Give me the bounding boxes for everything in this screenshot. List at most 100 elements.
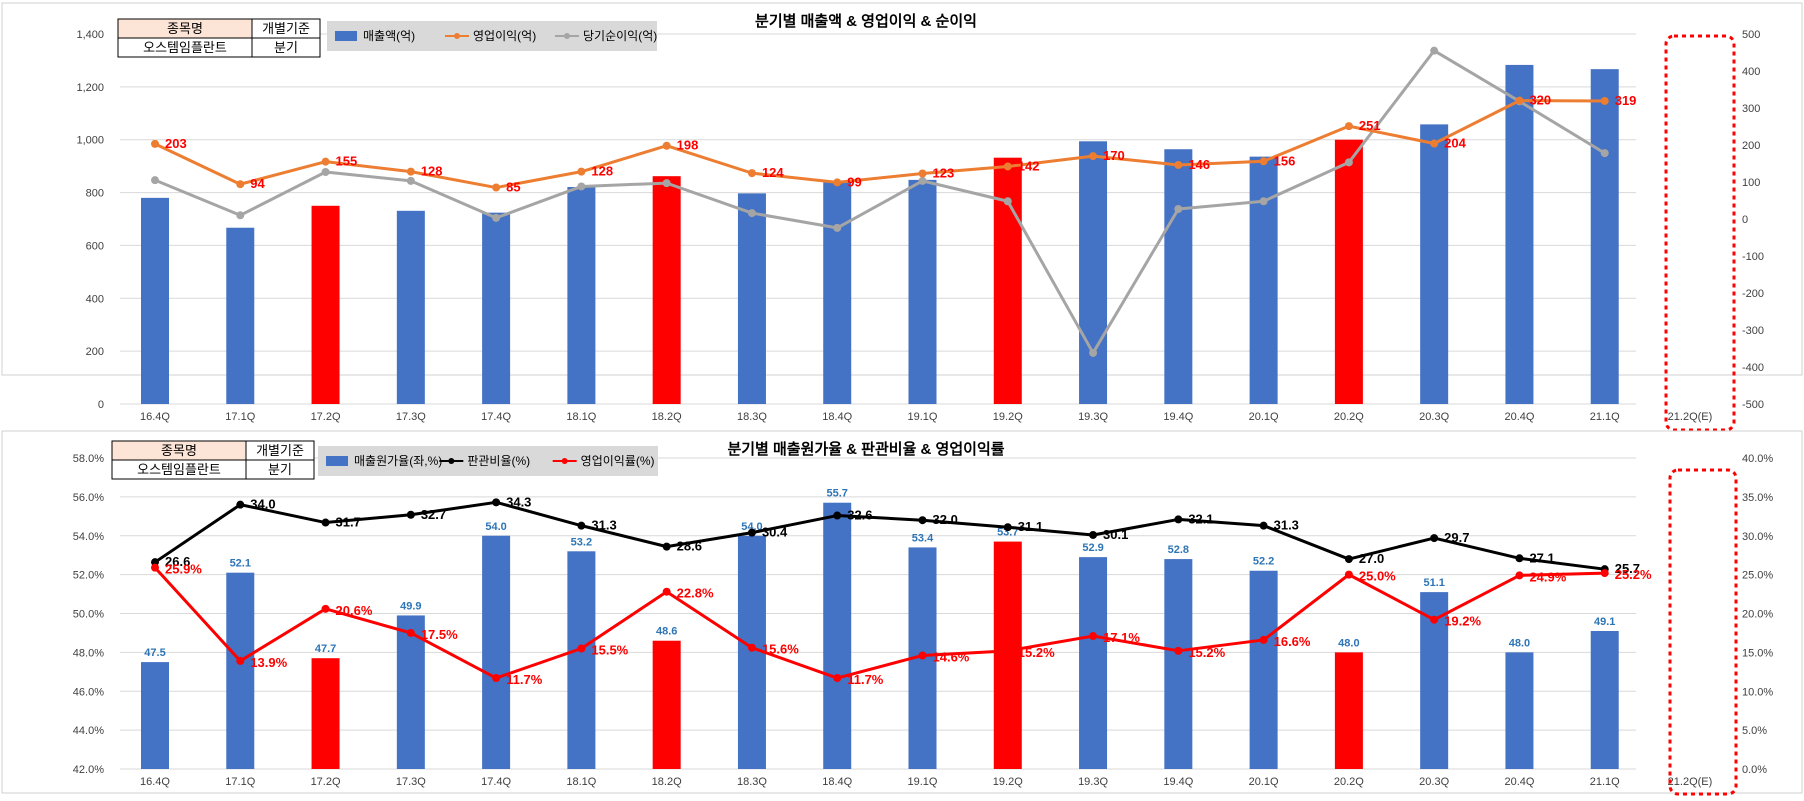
- category-label: 20.4Q: [1504, 411, 1534, 423]
- category-label: 19.1Q: [908, 411, 938, 423]
- line-data-label: 16.6%: [1274, 634, 1311, 649]
- right-tick-label: 100: [1742, 177, 1760, 189]
- left-tick-label: 400: [86, 293, 104, 305]
- line-data-label: 170: [1103, 148, 1125, 163]
- line-data-label: 30.4: [762, 525, 788, 540]
- category-label: 18.4Q: [822, 411, 852, 423]
- bar: [652, 640, 681, 769]
- legend-box: [327, 21, 657, 51]
- line-point: [1430, 46, 1439, 55]
- legend-bar-swatch: [326, 456, 348, 466]
- left-tick-label: 800: [86, 188, 104, 200]
- bar: [1334, 139, 1363, 404]
- line-point: [492, 213, 501, 222]
- category-label: 20.3Q: [1419, 776, 1449, 788]
- line-point: [662, 141, 671, 150]
- line-data-label: 156: [1274, 153, 1296, 168]
- line-data-label: 27.0: [1359, 551, 1384, 566]
- info-label-stock: 종목명: [167, 21, 203, 36]
- line-point: [1174, 515, 1183, 524]
- legend-line-marker: [448, 458, 455, 464]
- legend-label: 영업이익(억): [473, 29, 536, 43]
- line-point: [1430, 615, 1439, 624]
- line-point: [492, 674, 501, 683]
- chart-frame: [1, 2, 1803, 376]
- line-point: [1515, 96, 1524, 105]
- line-point: [747, 169, 756, 178]
- category-label: 19.2Q: [993, 411, 1023, 423]
- series-line: [154, 500, 1605, 571]
- line-data-label: 17.5%: [421, 627, 458, 642]
- legend-line-marker: [564, 33, 570, 39]
- series-line: [154, 49, 1606, 355]
- line-data-label: 319: [1615, 93, 1637, 108]
- bar: [823, 502, 852, 769]
- info-label-basis: 개별기준: [256, 443, 304, 458]
- line-point: [577, 521, 586, 530]
- line-data-label: 320: [1529, 93, 1551, 108]
- category-label: 18.1Q: [566, 411, 596, 423]
- left-tick-label: 1,200: [76, 82, 104, 94]
- line-point: [321, 604, 330, 613]
- legend-box: [318, 446, 658, 476]
- right-tick-label: 15.0%: [1742, 647, 1773, 659]
- bar: [141, 197, 169, 404]
- line-data-label: 204: [1444, 136, 1466, 151]
- line-point: [577, 182, 586, 191]
- line-point: [577, 167, 586, 176]
- right-tick-label: 25.0%: [1742, 570, 1773, 582]
- line-point: [577, 644, 586, 653]
- line-data-label: 155: [336, 154, 358, 169]
- left-tick-label: 52.0%: [73, 570, 104, 582]
- category-label: 16.4Q: [140, 411, 170, 423]
- line-point: [236, 211, 245, 220]
- line-data-label: 198: [677, 138, 699, 153]
- line-point: [151, 139, 159, 148]
- category-label: 19.2Q: [993, 776, 1023, 788]
- bar: [567, 551, 596, 769]
- category-label: 17.1Q: [225, 411, 255, 423]
- legend-line-marker: [561, 458, 568, 464]
- bar-data-label: 49.1: [1594, 616, 1615, 628]
- bar-data-label: 53.7: [997, 527, 1018, 539]
- bar-data-label: 47.7: [315, 643, 336, 655]
- line-data-label: 25.7: [1615, 561, 1640, 576]
- info-value-basis: 분기: [268, 462, 292, 477]
- line-point: [1259, 157, 1268, 166]
- line-data-label: 251: [1359, 118, 1381, 133]
- line-point: [492, 498, 501, 507]
- left-tick-label: 48.0%: [73, 647, 104, 659]
- line-data-label: 19.2%: [1444, 614, 1481, 629]
- right-tick-label: 5.0%: [1742, 725, 1767, 737]
- line-data-label: 128: [421, 164, 443, 179]
- line-point: [1600, 96, 1609, 105]
- left-tick-label: 50.0%: [73, 609, 104, 621]
- bar-data-label: 52.2: [1253, 556, 1274, 568]
- line-point: [747, 209, 756, 218]
- left-tick-label: 600: [86, 240, 104, 252]
- bar-data-label: 48.0: [1338, 637, 1359, 649]
- category-label: 20.1Q: [1249, 411, 1279, 423]
- left-tick-label: 56.0%: [73, 492, 104, 504]
- category-label: 18.4Q: [822, 776, 852, 788]
- category-label: 19.4Q: [1163, 776, 1193, 788]
- line-point: [918, 176, 927, 185]
- line-point: [406, 167, 415, 176]
- right-tick-label: 40.0%: [1742, 453, 1773, 465]
- category-label: 20.2Q: [1334, 411, 1364, 423]
- line-point: [1259, 635, 1268, 644]
- line-point: [833, 511, 842, 520]
- right-tick-label: 30.0%: [1742, 531, 1773, 543]
- category-label: 17.4Q: [481, 776, 511, 788]
- forecast-highlight-box: [1664, 34, 1736, 432]
- info-value-stock: 오스템임플란트: [137, 462, 221, 477]
- left-tick-label: 46.0%: [73, 686, 104, 698]
- line-point: [406, 176, 415, 185]
- right-tick-label: 500: [1742, 29, 1760, 41]
- chart-frame: [1, 430, 1803, 794]
- line-data-label: 20.6%: [336, 603, 373, 618]
- line-data-label: 128: [591, 164, 613, 179]
- line-point: [1344, 570, 1353, 579]
- line-data-label: 203: [165, 136, 187, 151]
